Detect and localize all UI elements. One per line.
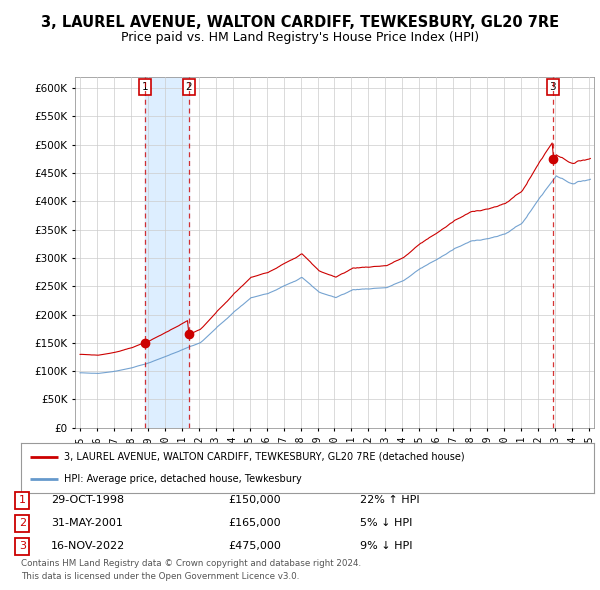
Bar bbox=[145, 77, 189, 428]
Text: 1: 1 bbox=[19, 496, 26, 505]
Text: 3, LAUREL AVENUE, WALTON CARDIFF, TEWKESBURY, GL20 7RE (detached house): 3, LAUREL AVENUE, WALTON CARDIFF, TEWKES… bbox=[64, 451, 464, 461]
Text: 3: 3 bbox=[19, 542, 26, 551]
Text: Contains HM Land Registry data © Crown copyright and database right 2024.: Contains HM Land Registry data © Crown c… bbox=[21, 559, 361, 568]
Text: Price paid vs. HM Land Registry's House Price Index (HPI): Price paid vs. HM Land Registry's House … bbox=[121, 31, 479, 44]
Text: £150,000: £150,000 bbox=[228, 496, 281, 505]
Text: 9% ↓ HPI: 9% ↓ HPI bbox=[360, 542, 413, 551]
Text: HPI: Average price, detached house, Tewkesbury: HPI: Average price, detached house, Tewk… bbox=[64, 474, 302, 484]
Text: 3, LAUREL AVENUE, WALTON CARDIFF, TEWKESBURY, GL20 7RE: 3, LAUREL AVENUE, WALTON CARDIFF, TEWKES… bbox=[41, 15, 559, 30]
Text: £475,000: £475,000 bbox=[228, 542, 281, 551]
Text: £165,000: £165,000 bbox=[228, 519, 281, 528]
Text: 5% ↓ HPI: 5% ↓ HPI bbox=[360, 519, 412, 528]
Text: 22% ↑ HPI: 22% ↑ HPI bbox=[360, 496, 419, 505]
Text: 2: 2 bbox=[19, 519, 26, 528]
Text: This data is licensed under the Open Government Licence v3.0.: This data is licensed under the Open Gov… bbox=[21, 572, 299, 581]
Text: 2: 2 bbox=[185, 82, 192, 92]
Text: 29-OCT-1998: 29-OCT-1998 bbox=[51, 496, 124, 505]
Text: 31-MAY-2001: 31-MAY-2001 bbox=[51, 519, 123, 528]
Text: 1: 1 bbox=[142, 82, 148, 92]
Text: 16-NOV-2022: 16-NOV-2022 bbox=[51, 542, 125, 551]
Text: 3: 3 bbox=[550, 82, 556, 92]
